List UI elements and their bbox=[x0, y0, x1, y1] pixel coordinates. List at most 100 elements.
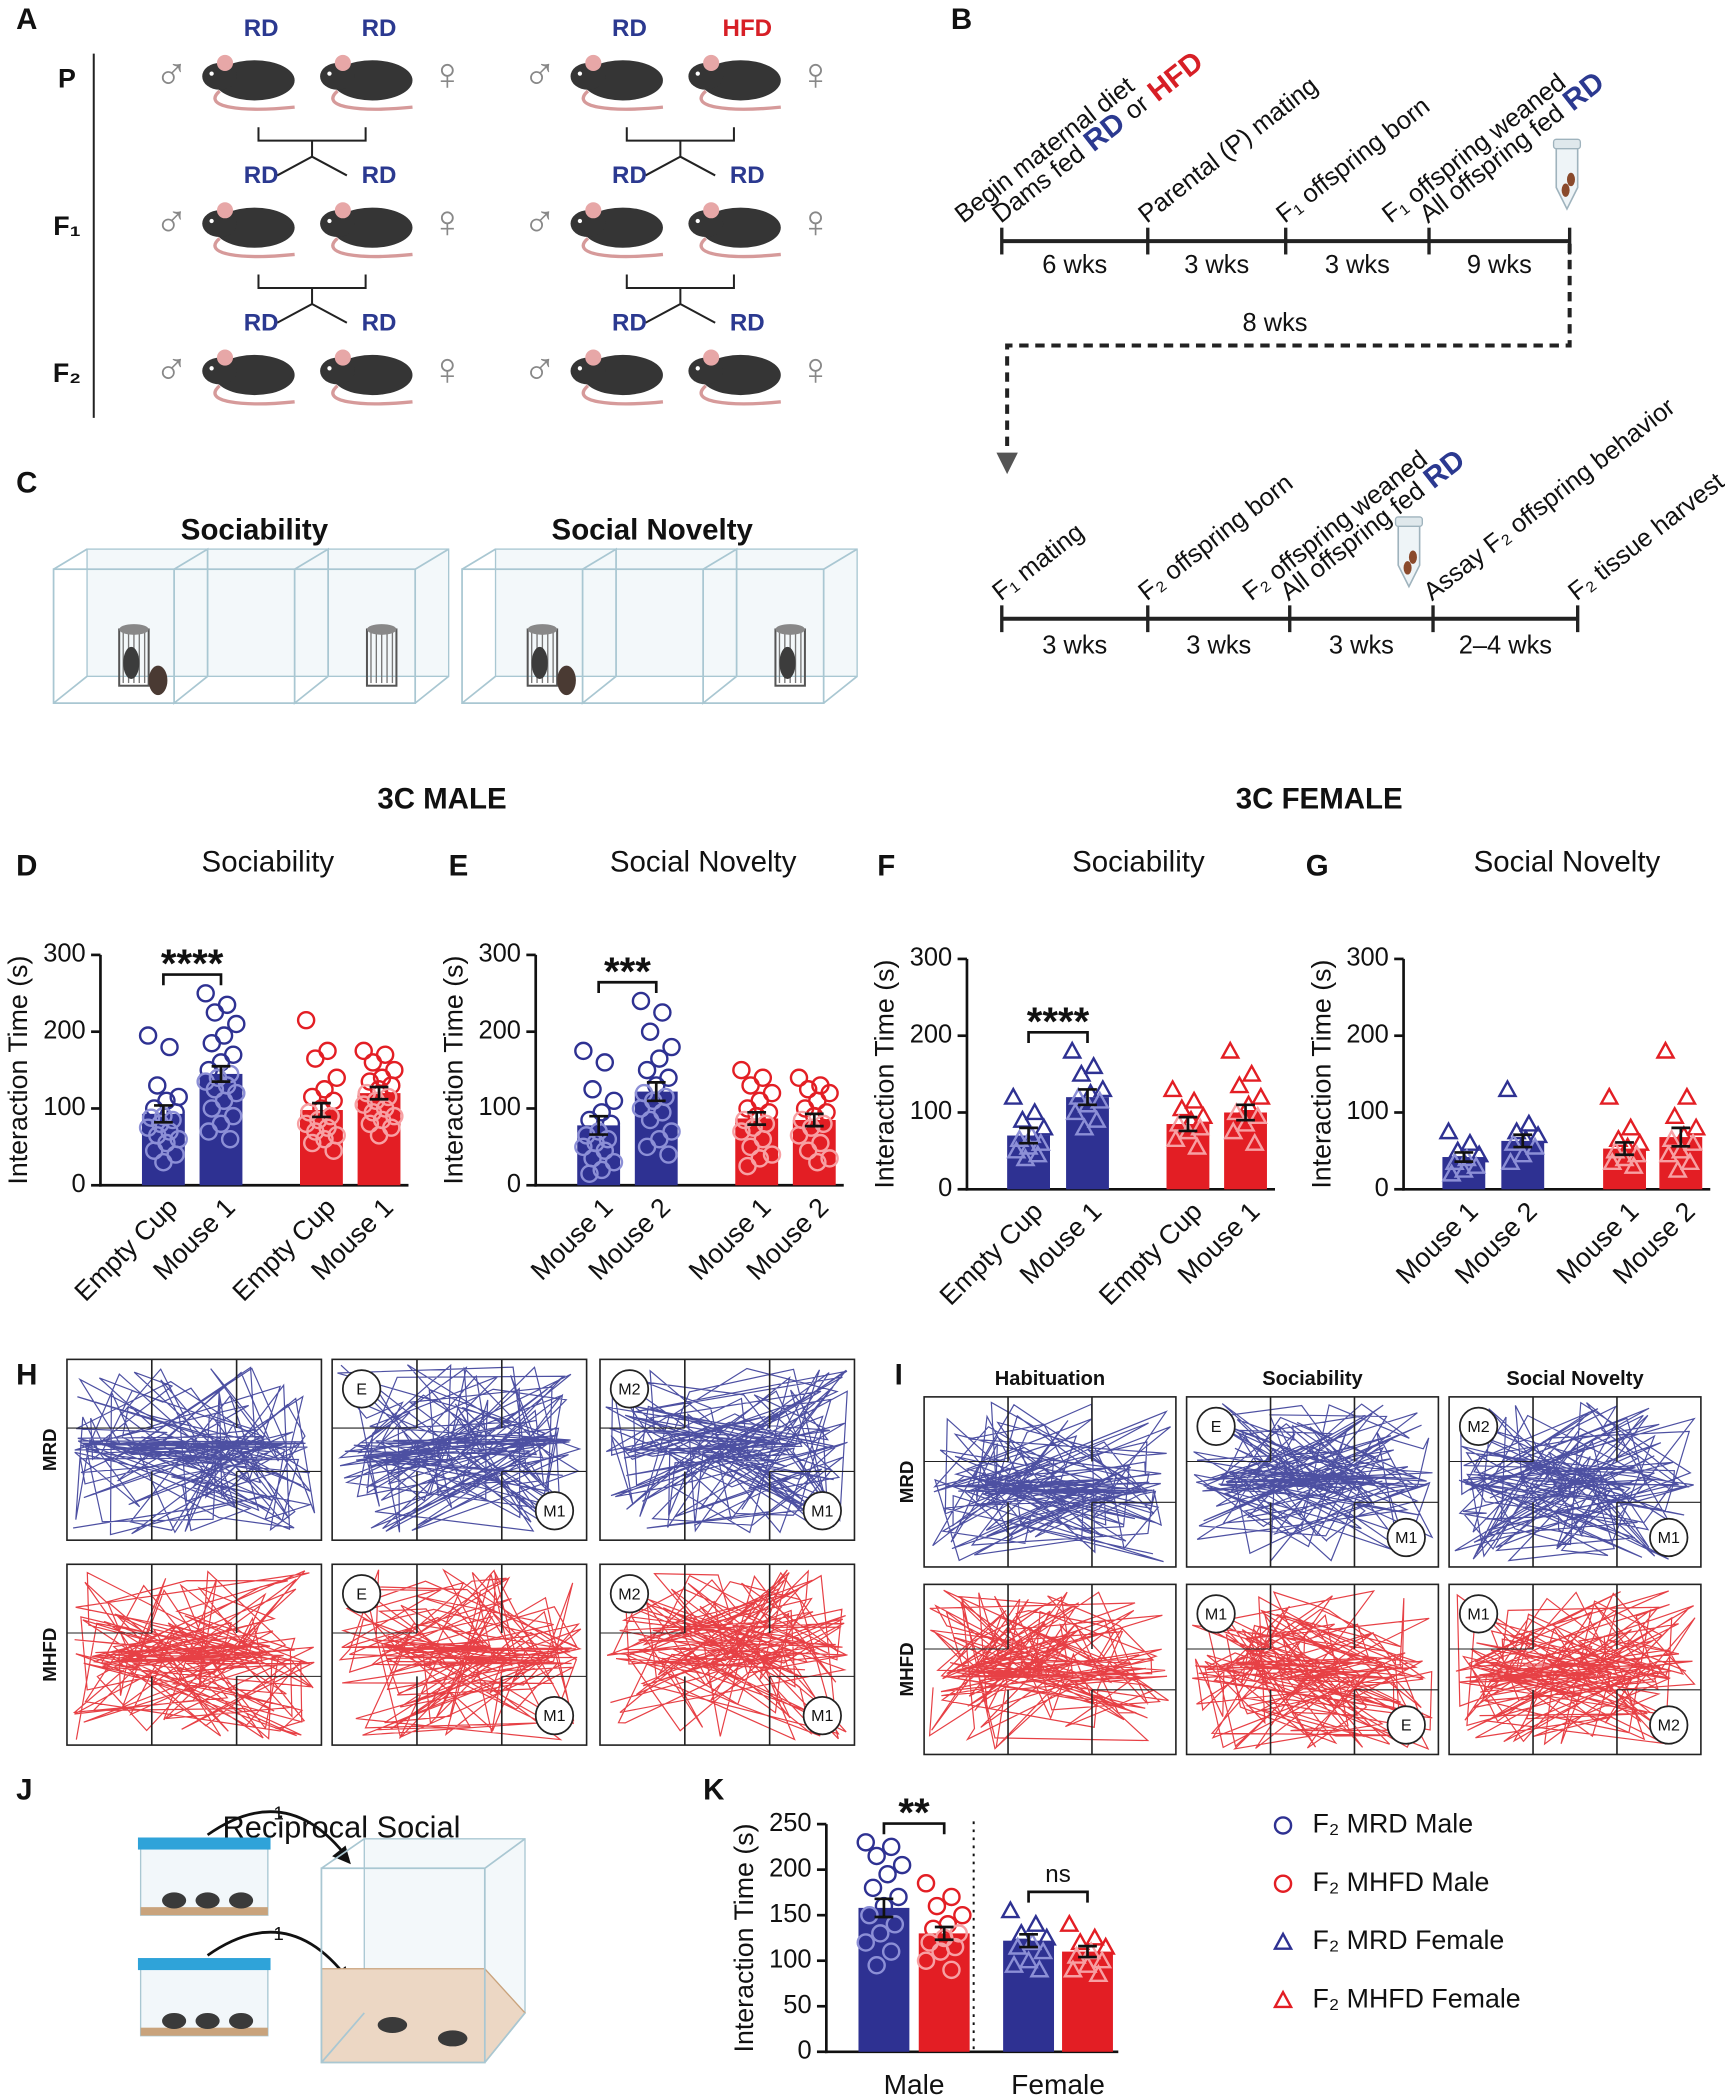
tail bbox=[331, 384, 413, 406]
data-point bbox=[595, 1053, 615, 1072]
data-point bbox=[1250, 1086, 1271, 1105]
data-point bbox=[1682, 1132, 1704, 1151]
object-label: E bbox=[1211, 1418, 1222, 1436]
object-label: M2 bbox=[1467, 1418, 1489, 1436]
arena-back bbox=[86, 548, 450, 678]
y-tick-label: 0 bbox=[1375, 1174, 1389, 1202]
bar bbox=[1066, 1097, 1109, 1190]
track bbox=[73, 1366, 316, 1536]
data-point bbox=[1092, 1078, 1113, 1098]
object-cup bbox=[609, 1574, 650, 1614]
y-axis-label: Interaction Time (s) bbox=[438, 956, 468, 1185]
arena-front bbox=[52, 568, 417, 704]
track bbox=[605, 1367, 848, 1534]
male-symbol: ♂ bbox=[523, 49, 557, 100]
data-point bbox=[148, 1076, 167, 1095]
data-point bbox=[1036, 1927, 1057, 1946]
cage-top bbox=[775, 624, 805, 635]
male-symbol: ♂ bbox=[523, 343, 557, 394]
mouse-icon bbox=[320, 349, 413, 406]
data-point bbox=[1162, 1078, 1183, 1098]
data-point bbox=[306, 1049, 325, 1068]
data-point bbox=[360, 1114, 380, 1134]
data-point bbox=[1071, 1063, 1092, 1082]
data-point bbox=[889, 1887, 908, 1907]
data-point bbox=[931, 1942, 950, 1961]
y-tick-label: 300 bbox=[1346, 944, 1388, 972]
data-point bbox=[653, 1003, 672, 1022]
object-label: M1 bbox=[543, 1502, 565, 1520]
row-label: MHFD bbox=[896, 1642, 917, 1696]
data-point bbox=[920, 1933, 939, 1952]
y-axis-label: Interaction Time (s) bbox=[870, 960, 900, 1189]
diet-label: RD bbox=[362, 15, 397, 42]
event-text: HFD bbox=[1141, 45, 1209, 108]
x-tick-label: Female bbox=[1011, 2069, 1105, 2100]
data-point bbox=[1658, 1144, 1679, 1163]
legend-marker bbox=[1272, 1989, 1294, 2009]
data-point bbox=[1165, 1128, 1186, 1148]
data-point bbox=[1062, 1040, 1083, 1059]
event-label: F₁ mating bbox=[987, 518, 1089, 606]
data-point bbox=[732, 1122, 751, 1141]
data-point bbox=[762, 1145, 782, 1164]
y-tick-label: 100 bbox=[43, 1093, 85, 1121]
eye bbox=[209, 366, 214, 371]
data-point bbox=[1655, 1040, 1676, 1059]
cage-top bbox=[366, 624, 397, 635]
mating-bracket bbox=[257, 127, 367, 177]
data-point bbox=[885, 1915, 905, 1934]
mouse-icon bbox=[320, 54, 413, 111]
test-mouse bbox=[557, 665, 576, 696]
arena-front bbox=[461, 568, 825, 704]
data-point bbox=[1500, 1151, 1521, 1171]
data-point bbox=[637, 1137, 657, 1157]
object-label: M2 bbox=[1658, 1717, 1680, 1735]
y-tick-label: 200 bbox=[1346, 1020, 1388, 1048]
panel-label: D bbox=[16, 850, 37, 883]
tail bbox=[581, 237, 664, 259]
data-point bbox=[1024, 1101, 1045, 1121]
data-point bbox=[1033, 1117, 1054, 1136]
eye bbox=[695, 71, 700, 76]
tissue bbox=[1403, 561, 1412, 575]
diet-label: RD bbox=[612, 309, 647, 336]
data-point bbox=[867, 1956, 886, 1975]
object-label: M1 bbox=[811, 1707, 833, 1725]
diet-label: RD bbox=[612, 162, 647, 189]
data-point bbox=[296, 1010, 316, 1030]
y-tick-label: 0 bbox=[72, 1170, 86, 1198]
ear bbox=[334, 349, 351, 366]
data-point bbox=[1220, 1040, 1241, 1059]
mouse-icon bbox=[202, 349, 295, 406]
y-axis-label: Interaction Time (s) bbox=[1306, 960, 1336, 1189]
object-label: M1 bbox=[543, 1707, 565, 1725]
track bbox=[72, 1570, 315, 1740]
object-cup bbox=[1386, 1517, 1426, 1558]
significance-label: **** bbox=[1027, 999, 1090, 1044]
data-point bbox=[1512, 1144, 1533, 1163]
tail bbox=[331, 237, 413, 259]
tube-cap bbox=[1394, 516, 1423, 528]
data-point bbox=[1465, 1155, 1487, 1174]
data-point bbox=[354, 1041, 373, 1061]
data-point bbox=[1084, 1927, 1105, 1946]
ear bbox=[216, 54, 234, 71]
interval-label: 2–4 wks bbox=[1459, 632, 1552, 660]
y-tick-label: 50 bbox=[783, 1991, 811, 2019]
data-point bbox=[1676, 1086, 1698, 1105]
event-text: F₁ offspring weaned bbox=[1377, 68, 1571, 228]
data-point bbox=[1029, 1959, 1050, 1978]
mouse-in-cage bbox=[779, 646, 796, 680]
data-point bbox=[382, 1076, 401, 1095]
y-tick-label: 250 bbox=[769, 1809, 811, 1837]
tail bbox=[213, 89, 295, 111]
section-title: 3C MALE bbox=[377, 783, 506, 816]
diet-label: RD bbox=[244, 309, 279, 336]
mouse-icon bbox=[202, 54, 295, 111]
data-point bbox=[385, 1106, 404, 1126]
mouse-icon bbox=[570, 349, 664, 406]
event-label: F₁ offspring weaned bbox=[1377, 68, 1571, 228]
data-point bbox=[205, 1003, 225, 1022]
legend-marker bbox=[1273, 1874, 1293, 1893]
